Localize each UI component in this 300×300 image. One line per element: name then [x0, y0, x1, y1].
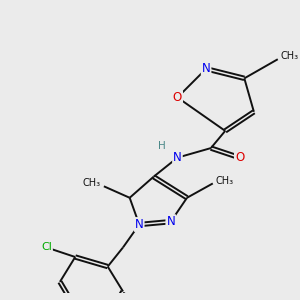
Text: N: N	[173, 151, 182, 164]
Text: O: O	[235, 151, 244, 164]
Text: N: N	[202, 62, 211, 75]
Text: CH₃: CH₃	[83, 178, 101, 188]
Text: Cl: Cl	[41, 242, 52, 253]
Text: N: N	[167, 215, 175, 228]
Text: CH₃: CH₃	[280, 51, 299, 62]
Text: N: N	[135, 218, 144, 231]
Text: H: H	[158, 141, 166, 151]
Text: CH₃: CH₃	[216, 176, 234, 186]
Text: O: O	[173, 91, 182, 104]
